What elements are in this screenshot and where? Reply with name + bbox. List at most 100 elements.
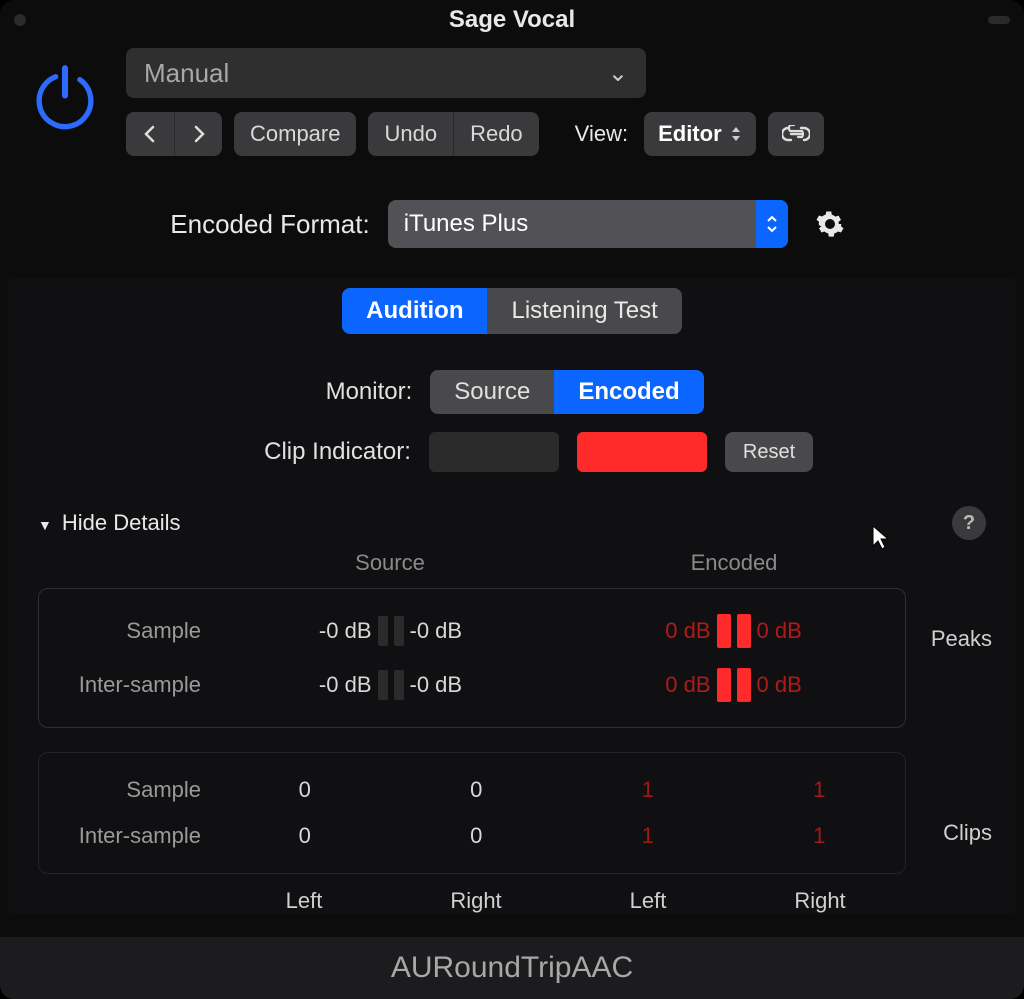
lr-labels: Left Right Left Right [38,888,906,914]
peaks-encoded-sample: 0 dB 0 dB [562,614,905,648]
meter-bar-clip [717,614,731,648]
clips-side-label: Clips [943,820,992,846]
peaks-intersample-row: Inter-sample -0 dB -0 dB 0 dB 0 dB [39,661,905,709]
link-icon [782,125,810,143]
view-value: Editor [658,121,722,147]
gear-icon [815,209,845,239]
meter-column-headers: Source Encoded [38,550,906,576]
format-value: iTunes Plus [404,210,529,238]
clip-indicator-source [429,432,559,472]
meter-bar [394,616,404,646]
clips-src-sample-left: 0 [219,777,391,803]
mode-tabs: Audition Listening Test [8,288,1016,334]
monitor-source-button[interactable]: Source [430,370,554,414]
window-title: Sage Vocal [449,6,575,34]
clips-src-inter-right: 0 [391,823,563,849]
meter-bar [378,670,388,700]
clips-card: Sample 0 0 1 1 Inter-sample 0 0 1 1 [38,752,906,874]
clips-enc-sample-left: 1 [562,777,734,803]
header-encoded: Encoded [562,550,906,576]
redo-button[interactable]: Redo [453,112,539,156]
sort-icon [730,125,742,143]
lr-left-2: Left [562,888,734,914]
meter-bar-clip [737,614,751,648]
peaks-encoded-inter: 0 dB 0 dB [562,668,905,702]
clips-src-inter-left: 0 [219,823,391,849]
monitor-toggle: Source Encoded [430,370,703,414]
format-row: Encoded Format: iTunes Plus [0,200,1024,248]
preset-value: Manual [144,58,229,89]
plugin-footer: AURoundTripAAC [0,937,1024,999]
clips-sample-row: Sample 0 0 1 1 [39,767,905,813]
tab-audition[interactable]: Audition [342,288,487,334]
peaks-sample-row: Sample -0 dB -0 dB 0 dB 0 dB [39,607,905,655]
hide-details-label: Hide Details [62,510,181,536]
plugin-body: Audition Listening Test Monitor: Source … [8,278,1016,914]
window-grip [988,16,1010,24]
next-button[interactable] [174,112,222,156]
monitor-encoded-button[interactable]: Encoded [554,370,703,414]
link-button[interactable] [768,112,824,156]
clips-src-sample-right: 0 [391,777,563,803]
chevron-up-icon [766,215,778,223]
clip-indicator-label: Clip Indicator: [211,438,411,466]
peaks-card: Sample -0 dB -0 dB 0 dB 0 dB [38,588,906,728]
meter-bar [394,670,404,700]
preset-select[interactable]: Manual [126,48,646,98]
monitor-row: Monitor: Source Encoded [8,370,1016,414]
reset-button[interactable]: Reset [725,432,813,472]
peaks-sample-label: Sample [39,618,219,644]
undo-redo-group: Undo Redo [368,112,538,156]
titlebar: Sage Vocal [0,0,1024,40]
help-button[interactable]: ? [952,506,986,540]
meter-bar-clip [717,668,731,702]
nav-arrows [126,112,222,156]
lr-right-1: Right [390,888,562,914]
meter-bar [378,616,388,646]
chevron-right-icon [192,125,206,143]
clip-indicator-row: Clip Indicator: Reset [8,432,1016,472]
format-label: Encoded Format: [170,209,369,240]
peaks-source-inter: -0 dB -0 dB [219,670,562,700]
header-source: Source [218,550,562,576]
format-stepper[interactable] [756,200,788,248]
disclosure-triangle-icon [38,510,52,536]
clips-intersample-label: Inter-sample [39,823,219,849]
meter-bar-clip [737,668,751,702]
prev-button[interactable] [126,112,174,156]
format-select[interactable]: iTunes Plus [388,200,788,248]
peaks-source-sample: -0 dB -0 dB [219,616,562,646]
cursor-icon [870,524,894,552]
clips-sample-label: Sample [39,777,219,803]
peaks-wrap: Source Encoded Sample -0 dB -0 dB 0 d [38,550,986,728]
clips-enc-sample-right: 1 [734,777,906,803]
chevron-left-icon [143,125,157,143]
plugin-header: Manual Compare Undo Redo View: [0,40,1024,156]
chevron-down-icon [608,59,628,88]
clips-intersample-row: Inter-sample 0 0 1 1 [39,813,905,859]
peaks-side-label: Peaks [931,626,992,652]
peaks-intersample-label: Inter-sample [39,672,219,698]
toolbar: Compare Undo Redo View: Editor [126,112,1002,156]
power-button[interactable] [22,54,108,140]
clips-enc-inter-right: 1 [734,823,906,849]
clip-indicator-encoded [577,432,707,472]
power-icon [27,59,103,135]
lr-right-2: Right [734,888,906,914]
chevron-down-icon [766,225,778,233]
settings-button[interactable] [806,200,854,248]
view-label: View: [575,121,628,147]
clips-wrap: Sample 0 0 1 1 Inter-sample 0 0 1 1 Clip… [38,752,986,914]
plugin-name: AURoundTripAAC [391,951,633,985]
hide-details-toggle[interactable]: Hide Details [38,510,180,536]
clips-enc-inter-left: 1 [562,823,734,849]
window-traffic-light[interactable] [14,14,26,26]
tab-listening-test[interactable]: Listening Test [487,288,681,334]
view-select[interactable]: Editor [644,112,756,156]
monitor-label: Monitor: [212,378,412,406]
plugin-window: Sage Vocal Manual [0,0,1024,999]
compare-button[interactable]: Compare [234,112,356,156]
meter-section: Source Encoded Sample -0 dB -0 dB 0 d [8,550,1016,914]
undo-button[interactable]: Undo [368,112,453,156]
details-header: Hide Details ? [8,472,1016,550]
